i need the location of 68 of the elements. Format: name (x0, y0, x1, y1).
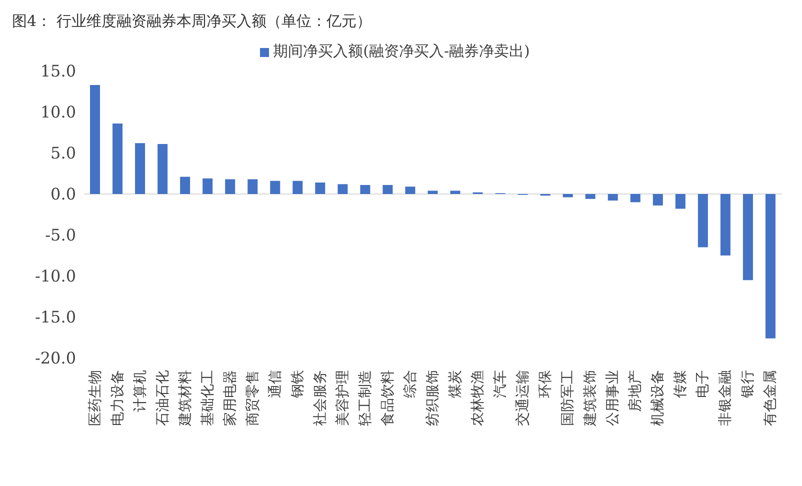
x-tick-label: 环保 (538, 370, 554, 398)
x-tick-label: 钢铁 (290, 370, 306, 399)
x-tick-label: 社会服务 (312, 370, 328, 426)
x-tick-label: 非银金融 (718, 370, 734, 426)
bar (720, 194, 730, 256)
chart-title: 图4： 行业维度融资融券本周净买入额（单位：亿元） (12, 12, 372, 31)
bar (112, 123, 123, 194)
x-tick-label: 国防军工 (560, 370, 576, 426)
x-tick-label: 建筑材料 (177, 370, 194, 427)
y-tick-label: 15.0 (40, 62, 76, 81)
bar (405, 186, 416, 194)
bar (450, 190, 460, 194)
x-tick-label: 机械设备 (650, 370, 666, 426)
x-tick-label: 纺织服饰 (425, 370, 441, 426)
bar (360, 184, 370, 194)
bar (315, 182, 326, 194)
x-tick-label: 电子 (695, 370, 712, 398)
x-tick-label: 美容护理 (334, 370, 351, 426)
y-tick-label: 5.0 (50, 144, 76, 163)
y-tick-label: -5.0 (45, 226, 76, 245)
x-tick-label: 有色金属 (762, 370, 779, 426)
bar (382, 184, 393, 194)
x-tick-label: 交通运输 (515, 370, 532, 426)
x-tick-label: 家用电器 (222, 370, 238, 426)
x-tick-label: 医药生物 (87, 370, 104, 426)
x-tick-label: 通信 (267, 370, 284, 398)
y-tick-label: -10.0 (34, 266, 76, 286)
bar (292, 180, 303, 194)
x-tick-label: 房地产 (628, 370, 644, 412)
x-tick-label: 煤炭 (448, 370, 464, 398)
bar (428, 190, 438, 194)
y-tick-label: -15.0 (34, 308, 76, 327)
bar (225, 179, 236, 194)
bar (90, 84, 100, 194)
bar (158, 144, 168, 194)
bar (608, 194, 618, 201)
x-tick-label: 综合 (402, 370, 418, 398)
legend-label: 期间净买入额(融资净买入-融券净卖出) (273, 42, 530, 60)
x-tick-label: 农林牧渔 (470, 370, 486, 426)
x-tick-label: 传媒 (672, 370, 689, 398)
bar (270, 180, 280, 194)
bar (675, 194, 686, 209)
bar (135, 143, 146, 194)
x-tick-label: 电力设备 (110, 370, 126, 426)
x-tick-label: 建筑装饰 (582, 370, 599, 427)
x-tick-label: 基础化工 (200, 370, 216, 426)
bar (765, 194, 776, 338)
x-tick-label: 石油石化 (154, 370, 171, 426)
bar (630, 194, 640, 202)
x-tick-label: 食品饮料 (380, 370, 396, 426)
y-tick-label: 10.0 (40, 102, 76, 122)
bar (742, 194, 753, 280)
x-tick-label: 银行 (740, 370, 756, 399)
x-tick-label: 汽车 (492, 370, 509, 398)
bar (652, 194, 663, 206)
x-tick-label: 轻工制造 (357, 370, 374, 426)
y-tick-label: 0.0 (50, 184, 76, 204)
bar (585, 194, 596, 199)
bar (338, 184, 348, 194)
x-tick-label: 公用事业 (605, 370, 622, 426)
bar (562, 194, 573, 198)
bar (180, 176, 190, 194)
y-tick-label: -20.0 (34, 348, 76, 368)
x-tick-label: 计算机 (132, 370, 148, 412)
x-tick-label: 商贸零售 (244, 370, 261, 426)
bar (248, 179, 258, 194)
bar (202, 178, 213, 194)
bar (698, 194, 708, 248)
